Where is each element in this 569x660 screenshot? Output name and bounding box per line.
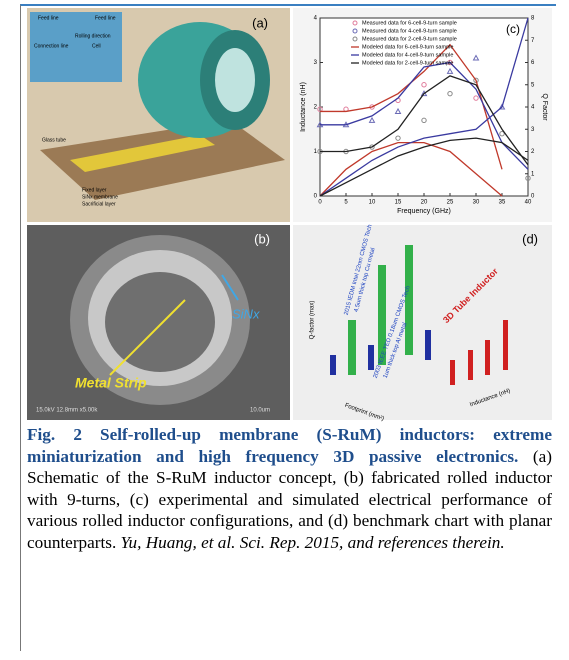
x-tick-label: 10 bbox=[369, 200, 376, 206]
legend-entry: Modeled data for 2-cell-9-turn sample bbox=[362, 60, 453, 66]
x-axis-label: Frequency (GHz) bbox=[397, 208, 451, 215]
panel-d-bg bbox=[293, 225, 552, 420]
inset-text: Cell bbox=[92, 43, 101, 49]
inset-text: Connection line bbox=[34, 43, 69, 49]
bar bbox=[425, 330, 431, 360]
x-tick-label: 30 bbox=[473, 200, 480, 206]
inset-text: Rolling direction bbox=[75, 33, 111, 39]
bar bbox=[368, 345, 374, 370]
figure: (a) Feed line Feed line Rolling directio… bbox=[0, 0, 569, 424]
y-axis-label: Inductance (nH) bbox=[300, 82, 307, 132]
legend-entry: Measured data for 6-cell-9-turn sample bbox=[362, 20, 457, 26]
label: SiNx bbox=[232, 306, 260, 321]
caption: Fig. 2 Self-rolled-up membrane (S-RuM) i… bbox=[27, 424, 552, 553]
panel-label: (a) bbox=[252, 15, 268, 30]
label: SiNx membrane bbox=[82, 194, 118, 200]
caption-title: Fig. 2 Self-rolled-up membrane (S-RuM) i… bbox=[27, 425, 552, 466]
y2-axis-label: Q Factor bbox=[541, 93, 548, 121]
bar bbox=[503, 320, 508, 370]
page: { "panels": { "a": {"label": "(a)", "tex… bbox=[0, 0, 569, 660]
footer: 15.0kV 12.8mm x5.00k bbox=[36, 408, 98, 414]
label: Metal Strip bbox=[75, 375, 147, 391]
x-tick-label: 20 bbox=[421, 200, 428, 206]
bar bbox=[330, 355, 336, 375]
bar bbox=[485, 340, 490, 375]
x-tick-label: 35 bbox=[499, 200, 506, 206]
inset-text: Feed line bbox=[95, 15, 116, 21]
bar bbox=[468, 350, 473, 380]
label: Glass tube bbox=[42, 137, 66, 143]
x-tick-label: 40 bbox=[525, 200, 532, 206]
legend-entry: Modeled data for 6-cell-9-turn sample bbox=[362, 44, 453, 50]
axis-label: Q-factor (max) bbox=[310, 301, 316, 340]
panel-label: (d) bbox=[522, 231, 538, 246]
caption-citation: Yu, Huang, et al. Sci. Rep. 2015, and re… bbox=[121, 533, 505, 552]
inset-text: Feed line bbox=[38, 15, 59, 21]
bar bbox=[348, 320, 356, 375]
panel-label: (b) bbox=[254, 231, 270, 246]
legend-entry: Modeled data for 4-cell-9-turn sample bbox=[362, 52, 453, 58]
bar bbox=[450, 360, 455, 385]
legend-entry: Measured data for 2-cell-9-turn sample bbox=[362, 36, 457, 42]
footer: 10.0um bbox=[250, 408, 270, 414]
panel-label: (c) bbox=[506, 22, 520, 36]
tube-hole bbox=[215, 48, 255, 112]
tube-core bbox=[105, 272, 215, 372]
x-tick-label: 25 bbox=[447, 200, 454, 206]
label: Sacrificial layer bbox=[82, 201, 116, 207]
x-tick-label: 15 bbox=[395, 200, 402, 206]
legend-entry: Measured data for 4-cell-9-turn sample bbox=[362, 28, 457, 34]
label: Fixed layer bbox=[82, 187, 107, 193]
